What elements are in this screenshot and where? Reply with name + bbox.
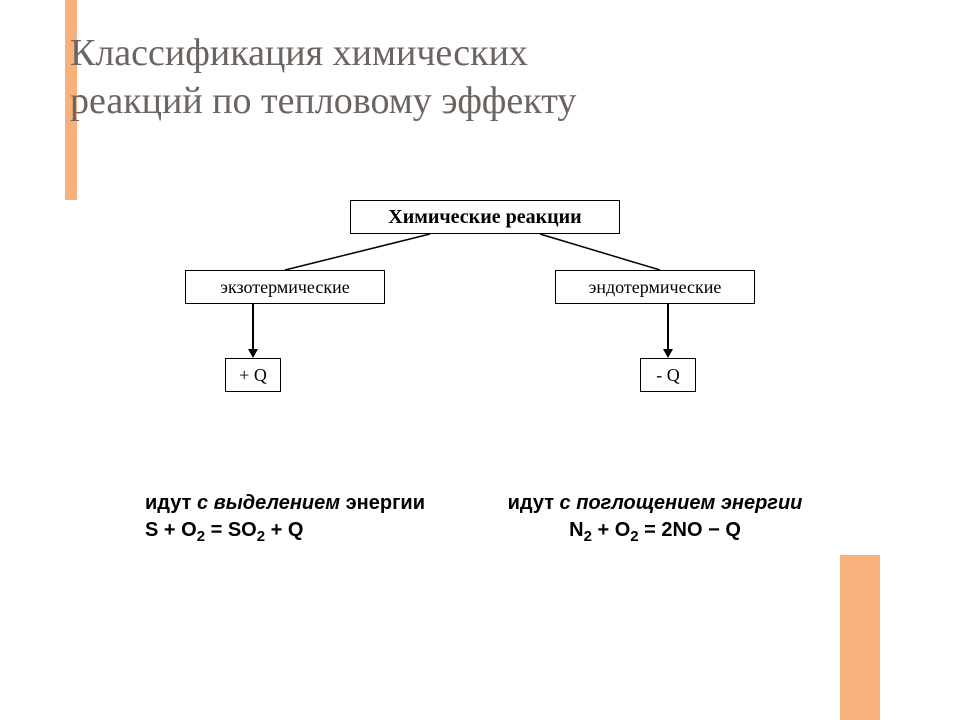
title-line-1: Классификация химических bbox=[70, 30, 900, 78]
node-minus-q-label: - Q bbox=[656, 365, 680, 386]
title-line-2: реакций по тепловому эффекту bbox=[70, 78, 900, 126]
node-endothermic: эндотермические bbox=[555, 270, 755, 304]
caption-exo-suffix: энергии bbox=[340, 492, 425, 514]
caption-endo-line1: идут с поглощением энергии bbox=[505, 490, 805, 517]
node-endothermic-label: эндотермические bbox=[589, 277, 722, 298]
node-root-label: Химические реакции bbox=[388, 206, 581, 229]
caption-endo-prefix: идут bbox=[508, 492, 560, 514]
node-root: Химические реакции bbox=[350, 200, 620, 234]
node-plus-q-label: + Q bbox=[239, 365, 267, 386]
caption-exo-em: с выделением bbox=[197, 492, 340, 514]
caption-exothermic: идут с выделением энергии S + O2 = SO2 +… bbox=[145, 490, 475, 547]
caption-endo-em: с поглощением энергии bbox=[560, 492, 803, 514]
caption-exo-prefix: идут bbox=[145, 492, 197, 514]
arrowhead-right bbox=[663, 349, 673, 358]
caption-endothermic: идут с поглощением энергии N2 + O2 = 2NO… bbox=[505, 490, 805, 547]
arrowhead-left bbox=[248, 349, 258, 358]
node-minus-q: - Q bbox=[640, 358, 696, 392]
connector-root-left bbox=[0, 200, 960, 450]
node-exothermic: экзотермические bbox=[185, 270, 385, 304]
caption-exo-line1: идут с выделением энергии bbox=[145, 490, 475, 517]
arrow-shaft-right bbox=[667, 304, 669, 350]
arrow-shaft-left bbox=[252, 304, 254, 350]
caption-exo-formula: S + O2 = SO2 + Q bbox=[145, 517, 475, 547]
line-root-right bbox=[540, 234, 660, 270]
caption-endo-formula: N2 + O2 = 2NO − Q bbox=[505, 517, 805, 547]
node-exothermic-label: экзотермические bbox=[220, 277, 349, 298]
classification-diagram: Химические реакции экзотермические эндот… bbox=[0, 200, 960, 450]
line-root-left bbox=[285, 234, 430, 270]
accent-bar-bottom bbox=[840, 555, 880, 720]
slide-title: Классификация химических реакций по тепл… bbox=[70, 30, 900, 125]
node-plus-q: + Q bbox=[225, 358, 281, 392]
